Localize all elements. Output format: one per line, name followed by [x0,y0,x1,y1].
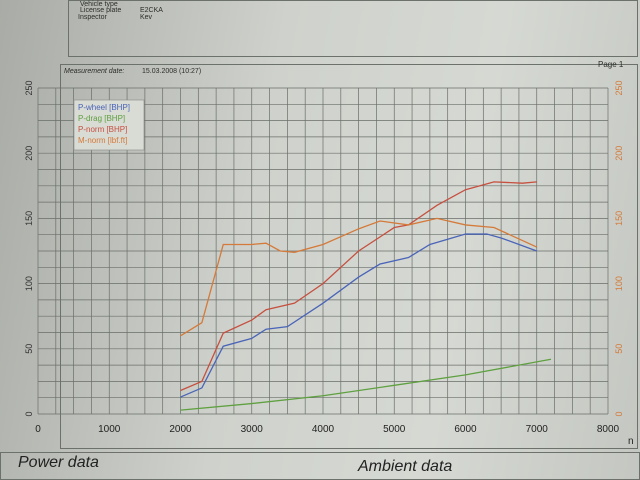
legend-entry: M-norm [lbf.ft] [78,136,127,145]
legend-entry: P-wheel [BHP] [78,103,130,112]
x-tick-label: 1000 [98,424,121,435]
measurement-date-value: 15.03.2008 (10:27) [142,68,202,75]
x-tick-label: 7000 [526,424,549,435]
measurement-date-label: Measurement date: [64,68,125,75]
series-line-1 [180,358,552,411]
inspector-label: Inspector [78,14,107,21]
x-tick-label: 4000 [312,424,335,435]
y-tick-label: 0 [24,411,34,416]
x-tick-label: 5000 [383,424,406,435]
y-tick-label: 50 [24,344,34,354]
y2-tick-label: 150 [614,211,624,226]
legend [73,99,145,151]
chart-box [60,64,638,449]
power-data-heading: Power data [18,454,99,471]
vehicle-info-box [68,0,638,57]
ambient-data-heading: Ambient data [358,458,453,475]
series-line-3 [180,217,538,337]
legend-entry: P-drag [BHP] [78,114,125,123]
x-tick-label: 3000 [241,424,264,435]
y2-tick-label: 200 [614,146,624,161]
x-tick-label: 6000 [454,424,477,435]
series-line-2 [180,181,537,392]
x-tick-label: 2000 [169,424,192,435]
license-plate-value: E2CKA [140,7,163,14]
x-axis-label: n [628,436,634,447]
y-tick-label: 200 [24,146,34,161]
y2-tick-label: 50 [614,344,624,354]
y2-tick-label: 250 [614,80,624,95]
series-line-0 [180,233,537,398]
x-tick-label: 0 [35,424,41,435]
y-tick-label: 100 [24,276,34,291]
x-tick-label: 8000 [597,424,620,435]
page-number: Page 1 [598,60,624,69]
y-tick-label: 150 [24,211,34,226]
y2-tick-label: 0 [614,411,624,416]
vehicle-type-label: Vehicle type [80,1,118,8]
license-plate-label: License plate [80,7,122,14]
inspector-value: Kev [140,14,153,21]
legend-entry: P-norm [BHP] [78,125,127,134]
y2-tick-label: 100 [614,276,624,291]
y-tick-label: 250 [24,80,34,95]
